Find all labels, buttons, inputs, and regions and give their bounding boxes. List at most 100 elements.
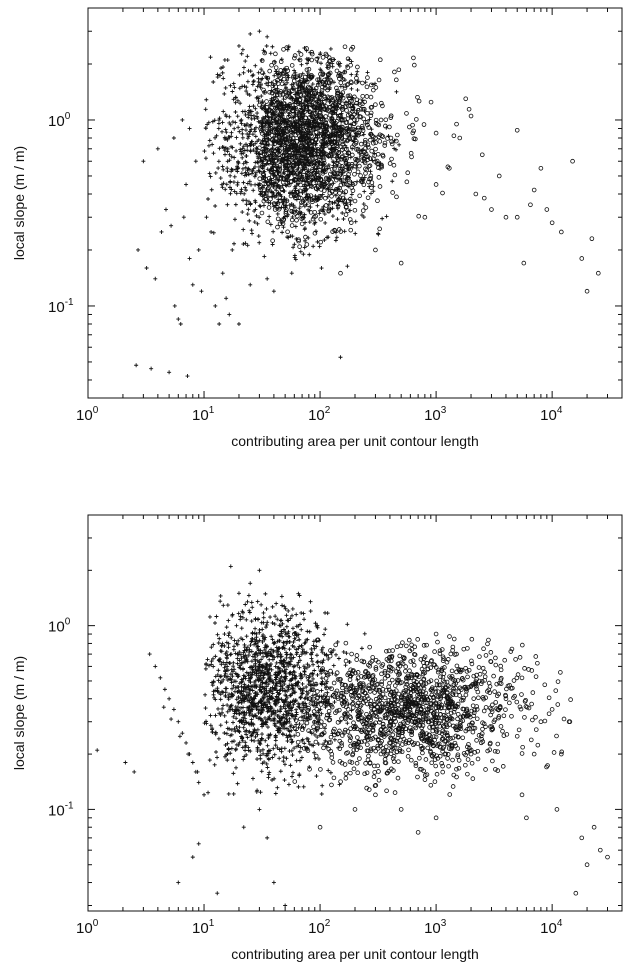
data-point-plus <box>237 719 242 724</box>
data-point-plus <box>232 126 237 131</box>
data-point-circle <box>344 156 350 161</box>
data-point-plus <box>241 757 246 762</box>
data-point-circle <box>279 130 285 135</box>
data-point-circle <box>378 717 383 723</box>
data-point-circle <box>342 199 348 204</box>
data-point-circle <box>411 662 417 668</box>
data-point-plus <box>227 114 232 119</box>
data-point-plus <box>209 229 214 234</box>
data-point-circle <box>368 131 374 137</box>
data-point-plus <box>227 660 232 665</box>
data-point-plus <box>225 202 230 207</box>
data-point-circle <box>422 214 428 220</box>
data-point-plus <box>275 211 280 216</box>
data-point-plus <box>184 182 189 187</box>
data-point-plus <box>222 731 227 736</box>
data-point-plus <box>282 719 287 724</box>
data-point-plus <box>243 159 248 164</box>
data-point-circle <box>373 117 379 123</box>
data-point-plus <box>292 675 297 680</box>
data-point-plus <box>224 296 229 301</box>
data-point-plus <box>294 707 299 712</box>
data-point-circle <box>265 181 271 186</box>
data-point-circle <box>301 746 307 751</box>
data-point-plus <box>210 683 215 688</box>
data-point-circle <box>392 69 397 75</box>
data-point-circle <box>406 747 411 753</box>
data-point-plus <box>204 662 209 667</box>
data-point-plus <box>330 214 335 219</box>
data-point-circle <box>348 103 353 108</box>
data-point-circle <box>378 57 383 63</box>
data-point-circle <box>318 71 323 77</box>
data-point-plus <box>267 700 272 705</box>
data-point-plus <box>209 187 214 192</box>
data-point-circle <box>258 82 263 87</box>
data-point-circle <box>292 53 298 58</box>
data-point-plus <box>141 159 146 164</box>
data-point-plus <box>282 669 287 674</box>
data-point-circle <box>392 716 397 721</box>
data-point-circle <box>309 49 315 55</box>
data-point-plus <box>320 645 325 650</box>
data-point-plus <box>266 706 271 711</box>
data-point-circle <box>270 102 275 107</box>
data-point-plus <box>224 130 229 135</box>
data-point-plus <box>225 58 230 63</box>
data-point-circle <box>298 136 303 142</box>
data-point-circle <box>295 180 301 186</box>
data-point-plus <box>234 672 239 677</box>
data-point-plus <box>251 166 256 171</box>
data-point-circle <box>299 130 304 136</box>
data-point-circle <box>261 125 266 131</box>
data-point-circle <box>257 176 263 181</box>
data-point-plus <box>299 610 304 615</box>
data-point-circle <box>368 110 374 116</box>
data-point-circle <box>366 163 372 169</box>
data-point-circle <box>345 65 351 70</box>
data-point-plus <box>260 194 265 199</box>
data-point-circle <box>360 101 365 107</box>
data-point-plus <box>349 86 354 91</box>
data-point-circle <box>322 77 327 83</box>
data-point-plus <box>251 188 256 193</box>
data-point-plus <box>217 321 222 326</box>
data-point-circle <box>350 700 356 706</box>
data-point-circle <box>305 153 311 159</box>
data-point-plus <box>238 663 243 668</box>
data-point-circle <box>264 109 270 115</box>
data-point-circle <box>308 161 314 167</box>
data-point-plus <box>263 681 268 686</box>
data-point-circle <box>321 160 327 166</box>
data-point-circle <box>395 742 401 748</box>
data-point-plus <box>253 134 258 139</box>
data-point-plus <box>229 703 234 708</box>
data-point-plus <box>205 122 210 127</box>
data-point-plus <box>283 671 288 676</box>
data-point-circle <box>295 81 301 86</box>
data-point-plus <box>221 660 226 665</box>
data-point-circle <box>312 719 317 725</box>
data-point-plus <box>228 733 233 738</box>
data-point-circle <box>272 166 278 172</box>
data-point-circle <box>257 102 262 108</box>
data-point-circle <box>300 124 306 130</box>
data-point-circle <box>302 177 307 183</box>
data-point-circle <box>305 185 310 190</box>
data-point-plus <box>312 732 317 737</box>
data-point-circle <box>377 184 383 189</box>
data-point-circle <box>405 170 411 176</box>
data-point-circle <box>274 92 280 98</box>
data-point-circle <box>265 121 270 127</box>
data-point-circle <box>269 62 274 68</box>
data-point-plus <box>251 78 256 83</box>
data-point-plus <box>291 203 296 208</box>
data-point-plus <box>232 155 237 160</box>
data-point-plus <box>231 647 236 652</box>
data-point-plus <box>317 211 322 216</box>
data-point-circle <box>271 99 276 105</box>
data-point-plus <box>272 195 277 200</box>
data-point-plus <box>213 713 218 718</box>
data-point-plus <box>225 169 230 174</box>
data-point-plus <box>255 639 260 644</box>
